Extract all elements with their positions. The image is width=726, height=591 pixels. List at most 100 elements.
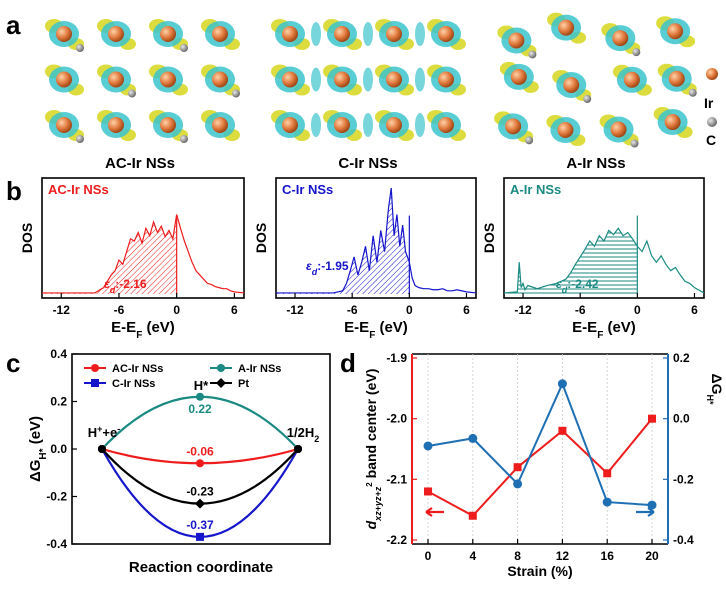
x-axis-label: Reaction coordinate: [129, 559, 273, 576]
state-initial-rest: +e: [102, 425, 117, 440]
y-right-tick-label: -0.4: [673, 533, 694, 547]
ir-atom: [438, 71, 454, 88]
ir-atom: [623, 71, 640, 88]
y-axis-label-sub: H*: [38, 448, 49, 459]
data-point: [98, 445, 106, 453]
y-left-tick-label: -2.2: [386, 533, 407, 547]
y-tick-label: -0.2: [46, 490, 67, 504]
y-axis-label: DOS: [19, 223, 35, 253]
strain-data-point: [513, 463, 522, 472]
x-tick-label: 12: [556, 549, 570, 563]
strain-data-point: [423, 441, 433, 451]
c-atom: [525, 136, 534, 145]
ir-atom: [505, 118, 522, 135]
c-atom: [232, 89, 240, 98]
atom-legend-c: C: [706, 132, 716, 148]
dos-subplot-0: -12 -6 0 6 AC-Ir NSs εd:-2.16 DOS E-EF (eV): [19, 177, 245, 341]
ir-atom: [212, 71, 228, 88]
c-atom: [180, 44, 188, 52]
c-atom: [528, 50, 537, 59]
x-axis-label-main: E-E: [344, 319, 369, 336]
band-center-sub: d: [562, 285, 568, 295]
ir-atom: [212, 117, 228, 133]
legend-marker: [217, 364, 225, 372]
band-center-sub: d: [312, 267, 318, 277]
c-atom: [180, 135, 188, 143]
ir-atom: [108, 26, 124, 42]
ir-atom: [108, 71, 124, 88]
x-tick-label: 16: [601, 549, 615, 563]
right-axis-arrow-icon: [636, 507, 655, 517]
charge-lobe-cyan: [311, 113, 321, 137]
legend-marker: [91, 379, 99, 387]
x-tick-label: 4: [469, 549, 476, 563]
dos-subplot-2: -12 -6 0 6 A-Ir NSs εd:-2.42 DOS E-EF (eV): [481, 177, 705, 341]
c-atom: [76, 44, 84, 52]
y-left-tick-label: -2.0: [386, 412, 407, 426]
state-final-sub: 2: [314, 434, 319, 444]
x-tick-label: 0: [425, 549, 432, 563]
legend-marker: [216, 378, 226, 388]
x-axis-label: E-EF (eV): [344, 319, 408, 341]
free-energy-chart: 0.4 0.2 0.0 -0.2 -0.4 -0.37 -0.23 -0.06 0.22 H++e…: [27, 347, 331, 576]
structure-ac: [42, 12, 242, 147]
state-label-final: 1/2H2: [287, 425, 319, 444]
strain-data-point: [603, 469, 612, 478]
dos-frame: [41, 177, 245, 299]
x-tick-label: -12: [286, 303, 304, 317]
panel-c: c 0.40.20.0-0.2-0.4-0.37-0.23-0.060.22H+…: [6, 347, 331, 576]
band-center-label: εd:-1.95: [306, 259, 349, 277]
band-center-epsilon: ε: [104, 277, 110, 291]
y-axis-label-main: ΔG: [27, 460, 44, 482]
panel-d-label: d: [340, 348, 356, 378]
state-initial-sup: +: [97, 424, 102, 434]
ir-atom: [334, 71, 350, 88]
strain-data-point: [468, 433, 478, 443]
panel-d: d 0 4 8 12 16 20 -2.2 -2.1 -2.0 -1.9 -0.4 -0.2 0.0 0.…: [340, 348, 725, 579]
dos-subplot-title: A-Ir NSs: [510, 182, 561, 197]
x-axis-label-sub: F: [597, 330, 603, 341]
dos-curve: [503, 227, 705, 294]
structure-c: [268, 12, 468, 147]
dos-curve: [276, 187, 477, 294]
x-tick-label: 0: [406, 303, 413, 317]
band-center-epsilon: ε: [556, 277, 562, 291]
x-tick-label: -6: [575, 303, 586, 317]
band-center-sub: d: [110, 285, 116, 295]
y-tick-label: 0.2: [50, 395, 67, 409]
x-tick-label: 20: [645, 549, 659, 563]
charge-lobe-cyan: [415, 22, 425, 46]
x-tick-label: -6: [347, 303, 358, 317]
legend-label: AC-Ir NSs: [112, 363, 163, 375]
data-point: [294, 445, 302, 453]
y-right-axis-label: ΔGH*: [705, 374, 725, 405]
strain-data-point: [648, 414, 656, 423]
y-left-label-main: band center (eV): [363, 369, 379, 479]
c-atom-icon: [707, 117, 717, 127]
c-atom: [688, 88, 697, 97]
strain-data-point: [513, 479, 523, 489]
ir-atom: [108, 117, 124, 133]
band-center-value: :-2.16: [115, 277, 147, 291]
strain-data-point: [647, 500, 657, 510]
structure-caption-c: C-Ir NSs: [338, 155, 397, 172]
band-center-value: :-2.42: [567, 277, 599, 291]
charge-lobe-cyan: [363, 113, 373, 137]
band-center-epsilon: ε: [306, 259, 312, 273]
ir-atom: [160, 71, 176, 88]
ir-atom: [558, 19, 575, 36]
data-label: -0.23: [186, 485, 214, 499]
data-label: 0.22: [188, 402, 212, 416]
ir-atom: [438, 26, 454, 42]
x-axis-label: E-EF (eV): [572, 319, 636, 341]
legend-label: A-Ir NSs: [238, 363, 281, 375]
x-axis-label: Strain (%): [507, 563, 572, 579]
c-atom: [583, 94, 592, 103]
data-point: [195, 498, 205, 509]
state-label-middle: H*: [194, 378, 209, 393]
state-initial-h: H: [88, 425, 97, 440]
y-right-tick-label: 0.2: [673, 351, 690, 365]
panel-c-label: c: [6, 348, 20, 378]
